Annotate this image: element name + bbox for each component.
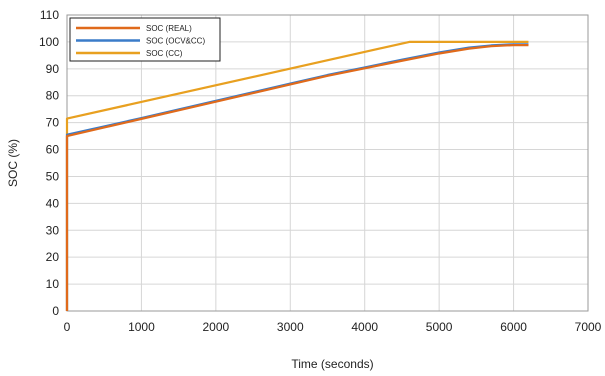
legend: SOC (REAL) SOC (OCV&CC) SOC (CC): [69, 17, 221, 62]
x-tick-label: 6000: [500, 320, 527, 334]
x-tick-label: 7000: [575, 320, 602, 334]
y-tick-label: 70: [46, 116, 60, 130]
series-line-soc-real: [65, 44, 529, 311]
x-tick-label: 5000: [426, 320, 453, 334]
y-tick-label: 110: [40, 8, 59, 22]
y-axis-label: SOC (%): [6, 139, 20, 187]
legend-label: SOC (CC): [146, 49, 183, 58]
y-tick-label: 60: [46, 143, 60, 157]
y-tick-label: 20: [46, 250, 60, 264]
series-line-soc-ocv-cc: [65, 43, 529, 311]
y-tick-label: 30: [46, 223, 60, 237]
legend-label: SOC (OCV&CC): [146, 37, 205, 46]
x-tick-label: 0: [64, 320, 71, 334]
series-lines: [65, 40, 529, 311]
y-tick-label: 40: [46, 196, 60, 210]
y-tick-label: 0: [52, 304, 59, 318]
y-tick-label: 10: [46, 277, 60, 291]
x-axis-ticks: 0 1000 2000 3000 4000 5000 6000 7000: [64, 320, 602, 334]
x-tick-label: 2000: [203, 320, 230, 334]
legend-label: SOC (REAL): [146, 24, 192, 33]
x-tick-label: 1000: [128, 320, 155, 334]
y-axis-ticks: 0 10 20 30 40 50 60 70 80 90 100 110: [39, 8, 59, 318]
y-tick-label: 100: [39, 35, 59, 49]
x-tick-label: 4000: [351, 320, 378, 334]
y-tick-label: 80: [46, 89, 60, 103]
x-axis-label: Time (seconds): [291, 357, 373, 371]
y-tick-label: 90: [46, 62, 60, 76]
x-tick-label: 3000: [277, 320, 304, 334]
grid: [67, 15, 588, 311]
y-tick-label: 50: [46, 169, 60, 183]
